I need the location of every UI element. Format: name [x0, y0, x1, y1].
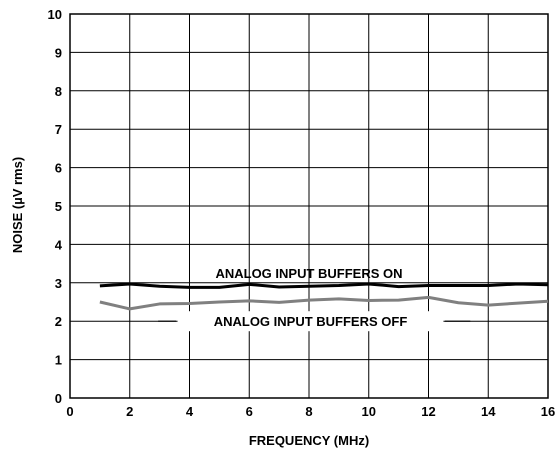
- y-tick-label: 8: [55, 84, 62, 99]
- y-tick-label: 10: [48, 7, 62, 22]
- x-tick-label: 12: [421, 404, 435, 419]
- series-line-2: [99, 295, 549, 311]
- series-label-1: ANALOG INPUT BUFFERS ON: [215, 266, 402, 281]
- y-tick-label: 5: [55, 199, 62, 214]
- x-axis-label: FREQUENCY (MHz): [249, 433, 369, 448]
- x-tick-label: 6: [246, 404, 253, 419]
- y-tick-label: 9: [55, 45, 62, 60]
- x-tick-label: 4: [186, 404, 194, 419]
- plot-frame: [69, 13, 549, 399]
- x-tick-label: 10: [362, 404, 376, 419]
- x-tick-label: 16: [541, 404, 555, 419]
- y-tick-label: 7: [55, 122, 62, 137]
- y-tick-label: 2: [55, 314, 62, 329]
- x-tick-label: 0: [66, 404, 73, 419]
- y-tick-label: 0: [55, 391, 62, 406]
- grid-lines: [69, 13, 549, 399]
- x-tick-label: 14: [481, 404, 496, 419]
- series-label-2: ANALOG INPUT BUFFERS OFF: [214, 314, 408, 329]
- series-label-2-background: [177, 311, 444, 332]
- y-axis-label: NOISE (µV rms): [10, 157, 25, 253]
- x-tick-label: 8: [305, 404, 312, 419]
- y-tick-label: 6: [55, 161, 62, 176]
- x-tick-labels: 0 2 4 6 8 10 12 14 16: [66, 404, 555, 419]
- y-tick-label: 4: [55, 237, 63, 252]
- series-line-1: [99, 282, 549, 289]
- y-tick-labels: 0 1 2 3 4 5 6 7 8 9 10: [48, 7, 63, 406]
- y-tick-label: 1: [55, 353, 62, 368]
- y-tick-label: 3: [55, 276, 62, 291]
- series-layer: ANALOG INPUT BUFFERS ON ANALOG INPUT BUFF…: [99, 266, 549, 332]
- x-tick-label: 2: [126, 404, 133, 419]
